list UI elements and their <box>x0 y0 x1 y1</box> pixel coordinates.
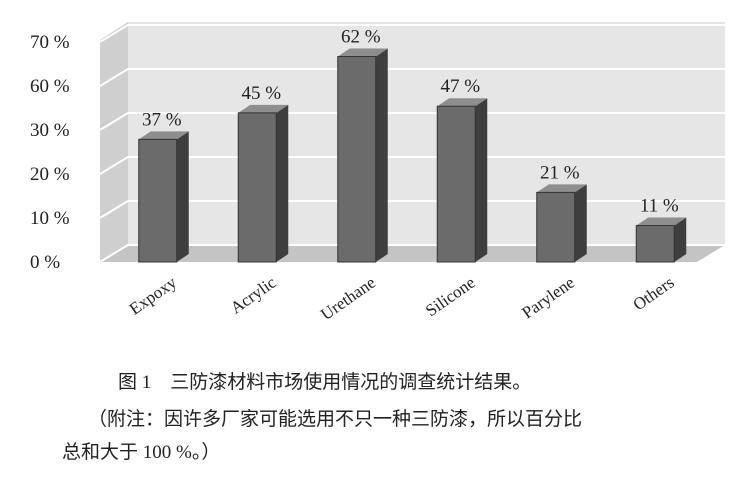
bar-top <box>238 104 289 113</box>
bar-side <box>176 131 189 262</box>
grid-line <box>99 156 725 175</box>
value-label: 47 % <box>440 76 480 97</box>
value-label: 45 % <box>241 83 281 104</box>
x-tick-label: Silicone <box>422 273 479 321</box>
x-tick-label: Parylene <box>518 273 578 323</box>
grid-line <box>99 200 725 219</box>
bar-side <box>674 217 687 262</box>
y-tick-label: 10 % <box>30 208 70 229</box>
bar-side <box>276 104 289 262</box>
y-tick-label: 0 % <box>30 252 60 273</box>
bar-top <box>536 184 587 193</box>
y-tick-label: 30 % <box>30 120 70 141</box>
x-tick-label: Urethane <box>317 273 379 324</box>
grid-line <box>99 112 725 131</box>
grid-line <box>99 24 725 43</box>
bar <box>237 112 277 263</box>
value-label: 11 % <box>640 196 679 217</box>
bar <box>436 105 476 263</box>
y-tick-label: 70 % <box>30 32 70 53</box>
grid-line <box>99 244 725 263</box>
bar-side <box>375 48 388 263</box>
y-tick-label: 60 % <box>30 76 70 97</box>
bar <box>536 191 576 263</box>
value-label: 21 % <box>540 162 580 183</box>
bar-top <box>636 217 687 226</box>
floor <box>100 245 725 262</box>
caption-title: 图 1 三防漆材料市场使用情况的调查统计结果。 <box>118 371 531 393</box>
x-tick-label: Expoxy <box>126 272 181 318</box>
y-tick-label: 20 % <box>30 164 70 185</box>
caption-note: （附注：因许多厂家可能选用不只一种三防漆，所以百分比 <box>88 408 582 430</box>
value-label: 37 % <box>142 109 182 130</box>
caption-note: 总和大于 100 %。） <box>62 441 220 463</box>
bar <box>635 225 675 263</box>
bar-top <box>437 98 488 107</box>
x-tick-label: Acrylic <box>227 272 280 317</box>
bar <box>337 56 377 263</box>
side-wall <box>100 22 128 262</box>
bar-top <box>337 48 388 57</box>
grid-line <box>99 68 725 87</box>
back-wall <box>128 22 725 245</box>
x-tick-label: Others <box>630 273 678 315</box>
bar <box>138 138 178 263</box>
bar-top <box>138 131 189 140</box>
bar-side <box>475 98 488 262</box>
value-label: 62 % <box>341 27 381 48</box>
bar-side <box>574 184 587 262</box>
